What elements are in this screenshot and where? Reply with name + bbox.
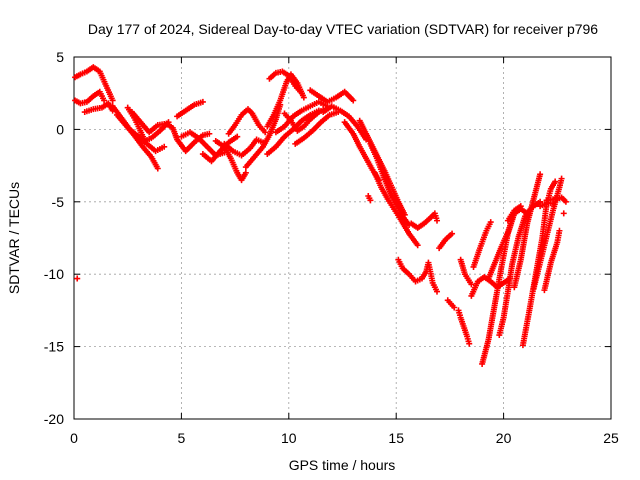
x-tick-label: 20 bbox=[496, 430, 512, 446]
data-point bbox=[298, 90, 305, 97]
data-point bbox=[350, 97, 357, 104]
data-point bbox=[537, 171, 544, 178]
data-point bbox=[206, 130, 213, 137]
y-tick-label: -15 bbox=[44, 339, 64, 355]
y-tick-label: -5 bbox=[52, 194, 65, 210]
data-point bbox=[434, 288, 441, 295]
data-point bbox=[414, 242, 421, 249]
data-point bbox=[242, 169, 249, 176]
data-point bbox=[517, 203, 524, 210]
data-point bbox=[550, 200, 557, 207]
data-point bbox=[367, 197, 374, 204]
data-point bbox=[558, 175, 565, 182]
chart-title: Day 177 of 2024, Sidereal Day-to-day VTE… bbox=[88, 21, 598, 37]
x-tick-label: 25 bbox=[603, 430, 619, 446]
x-tick-label: 5 bbox=[178, 430, 186, 446]
data-point bbox=[449, 230, 456, 237]
data-point bbox=[300, 94, 307, 101]
data-point bbox=[562, 198, 569, 205]
y-tick-label: -10 bbox=[44, 266, 64, 282]
plot-frame bbox=[73, 56, 612, 420]
y-axis-label: SDTVAR / TECUs bbox=[6, 182, 22, 294]
y-tick-label: 0 bbox=[56, 121, 64, 137]
data-point bbox=[451, 304, 458, 311]
data-point bbox=[109, 97, 116, 104]
data-point bbox=[468, 281, 475, 288]
data-point bbox=[262, 129, 269, 136]
data-point bbox=[560, 210, 567, 217]
data-point bbox=[74, 275, 81, 282]
data-point bbox=[466, 340, 473, 347]
y-tick-label: -20 bbox=[44, 411, 64, 427]
x-tick-label: 0 bbox=[70, 430, 78, 446]
data-marks bbox=[72, 64, 569, 367]
data-point bbox=[154, 165, 161, 172]
data-point bbox=[434, 217, 441, 224]
y-tick-label: 5 bbox=[56, 49, 64, 65]
data-point bbox=[161, 143, 168, 150]
x-tick-labels: 0 5 10 15 20 25 bbox=[70, 430, 619, 446]
data-point bbox=[556, 227, 563, 234]
x-tick-label: 10 bbox=[281, 430, 297, 446]
data-point bbox=[487, 219, 494, 226]
data-point bbox=[234, 133, 241, 140]
x-axis-label: GPS time / hours bbox=[289, 457, 396, 473]
data-point bbox=[101, 97, 108, 104]
data-point bbox=[552, 178, 559, 185]
data-point bbox=[199, 98, 206, 105]
y-tick-labels: 5 0 -5 -10 -15 -20 bbox=[44, 49, 64, 427]
x-tick-label: 15 bbox=[388, 430, 404, 446]
